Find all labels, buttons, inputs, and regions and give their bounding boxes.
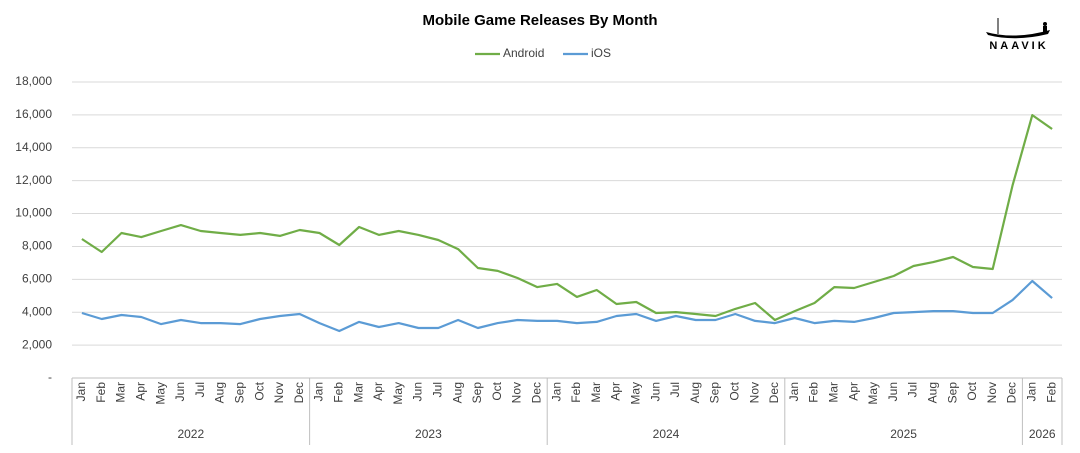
x-tick-label: Jan xyxy=(549,382,563,401)
x-tick-label: Mar xyxy=(589,382,603,403)
y-tick-label: 14,000 xyxy=(15,140,52,154)
y-tick-label: 16,000 xyxy=(15,107,52,121)
x-tick-label: Sep xyxy=(470,382,484,404)
x-tick-label: Mar xyxy=(351,382,365,403)
x-group-label: 2024 xyxy=(653,427,680,441)
x-tick-label: Jun xyxy=(411,382,425,401)
x-tick-label: Mar xyxy=(826,382,840,403)
x-tick-label: Dec xyxy=(529,382,543,403)
x-tick-label: Jan xyxy=(312,382,326,401)
x-tick-label: Oct xyxy=(252,381,266,400)
x-group-label: 2022 xyxy=(177,427,204,441)
x-tick-label: Aug xyxy=(688,382,702,403)
x-tick-label: Jan xyxy=(1024,382,1038,401)
x-tick-label: Dec xyxy=(1005,382,1019,403)
y-tick-label: - xyxy=(48,370,52,384)
y-tick-label: 18,000 xyxy=(15,74,52,88)
x-tick-label: Nov xyxy=(985,382,999,403)
x-tick-label: Dec xyxy=(292,382,306,403)
y-tick-label: 10,000 xyxy=(15,206,52,220)
x-tick-label: Jun xyxy=(886,382,900,401)
x-group-label: 2025 xyxy=(890,427,917,441)
x-tick-label: Aug xyxy=(925,382,939,403)
y-tick-label: 2,000 xyxy=(22,337,52,351)
x-tick-label: Feb xyxy=(807,382,821,403)
series-line xyxy=(81,279,1053,333)
x-tick-label: Nov xyxy=(510,382,524,403)
x-tick-label: Jun xyxy=(173,382,187,401)
x-tick-label: Aug xyxy=(450,382,464,403)
x-tick-label: Apr xyxy=(133,382,147,401)
y-tick-label: 4,000 xyxy=(22,304,52,318)
x-group-label: 2023 xyxy=(415,427,442,441)
x-tick-label: Feb xyxy=(331,382,345,403)
x-group-label: 2026 xyxy=(1029,427,1056,441)
legend-label: Android xyxy=(503,46,544,60)
x-tick-label: Feb xyxy=(1044,382,1058,403)
x-tick-label: May xyxy=(153,382,167,405)
x-tick-label: Jan xyxy=(74,382,88,401)
x-tick-label: Jul xyxy=(193,382,207,397)
x-tick-label: Sep xyxy=(708,382,722,404)
x-tick-label: Jul xyxy=(668,382,682,397)
x-tick-label: Oct xyxy=(490,381,504,400)
x-tick-label: Dec xyxy=(767,382,781,403)
x-tick-label: Oct xyxy=(727,381,741,400)
x-tick-label: Feb xyxy=(94,382,108,403)
x-tick-label: Apr xyxy=(371,382,385,401)
x-tick-label: Jun xyxy=(648,382,662,401)
x-tick-label: Mar xyxy=(114,382,128,403)
chart-title: Mobile Game Releases By Month xyxy=(422,12,657,29)
x-tick-label: Sep xyxy=(232,382,246,404)
logo-text: NAAVIK xyxy=(989,40,1048,52)
x-tick-label: Apr xyxy=(846,382,860,401)
x-tick-label: May xyxy=(628,382,642,405)
series-line xyxy=(81,113,1053,322)
x-tick-label: Oct xyxy=(965,381,979,400)
x-tick-label: Sep xyxy=(945,382,959,404)
y-tick-label: 8,000 xyxy=(22,239,52,253)
x-tick-label: Feb xyxy=(569,382,583,403)
x-tick-label: Apr xyxy=(609,382,623,401)
x-tick-label: May xyxy=(866,382,880,405)
x-tick-label: May xyxy=(391,382,405,405)
y-tick-label: 12,000 xyxy=(15,173,52,187)
x-tick-label: Nov xyxy=(747,382,761,403)
legend-label: iOS xyxy=(591,46,611,60)
x-tick-label: Nov xyxy=(272,382,286,403)
x-tick-label: Jan xyxy=(787,382,801,401)
y-tick-label: 6,000 xyxy=(22,272,52,286)
x-tick-label: Jul xyxy=(906,382,920,397)
logo-icon xyxy=(986,18,1050,39)
x-tick-label: Jul xyxy=(430,382,444,397)
x-tick-label: Aug xyxy=(213,382,227,403)
